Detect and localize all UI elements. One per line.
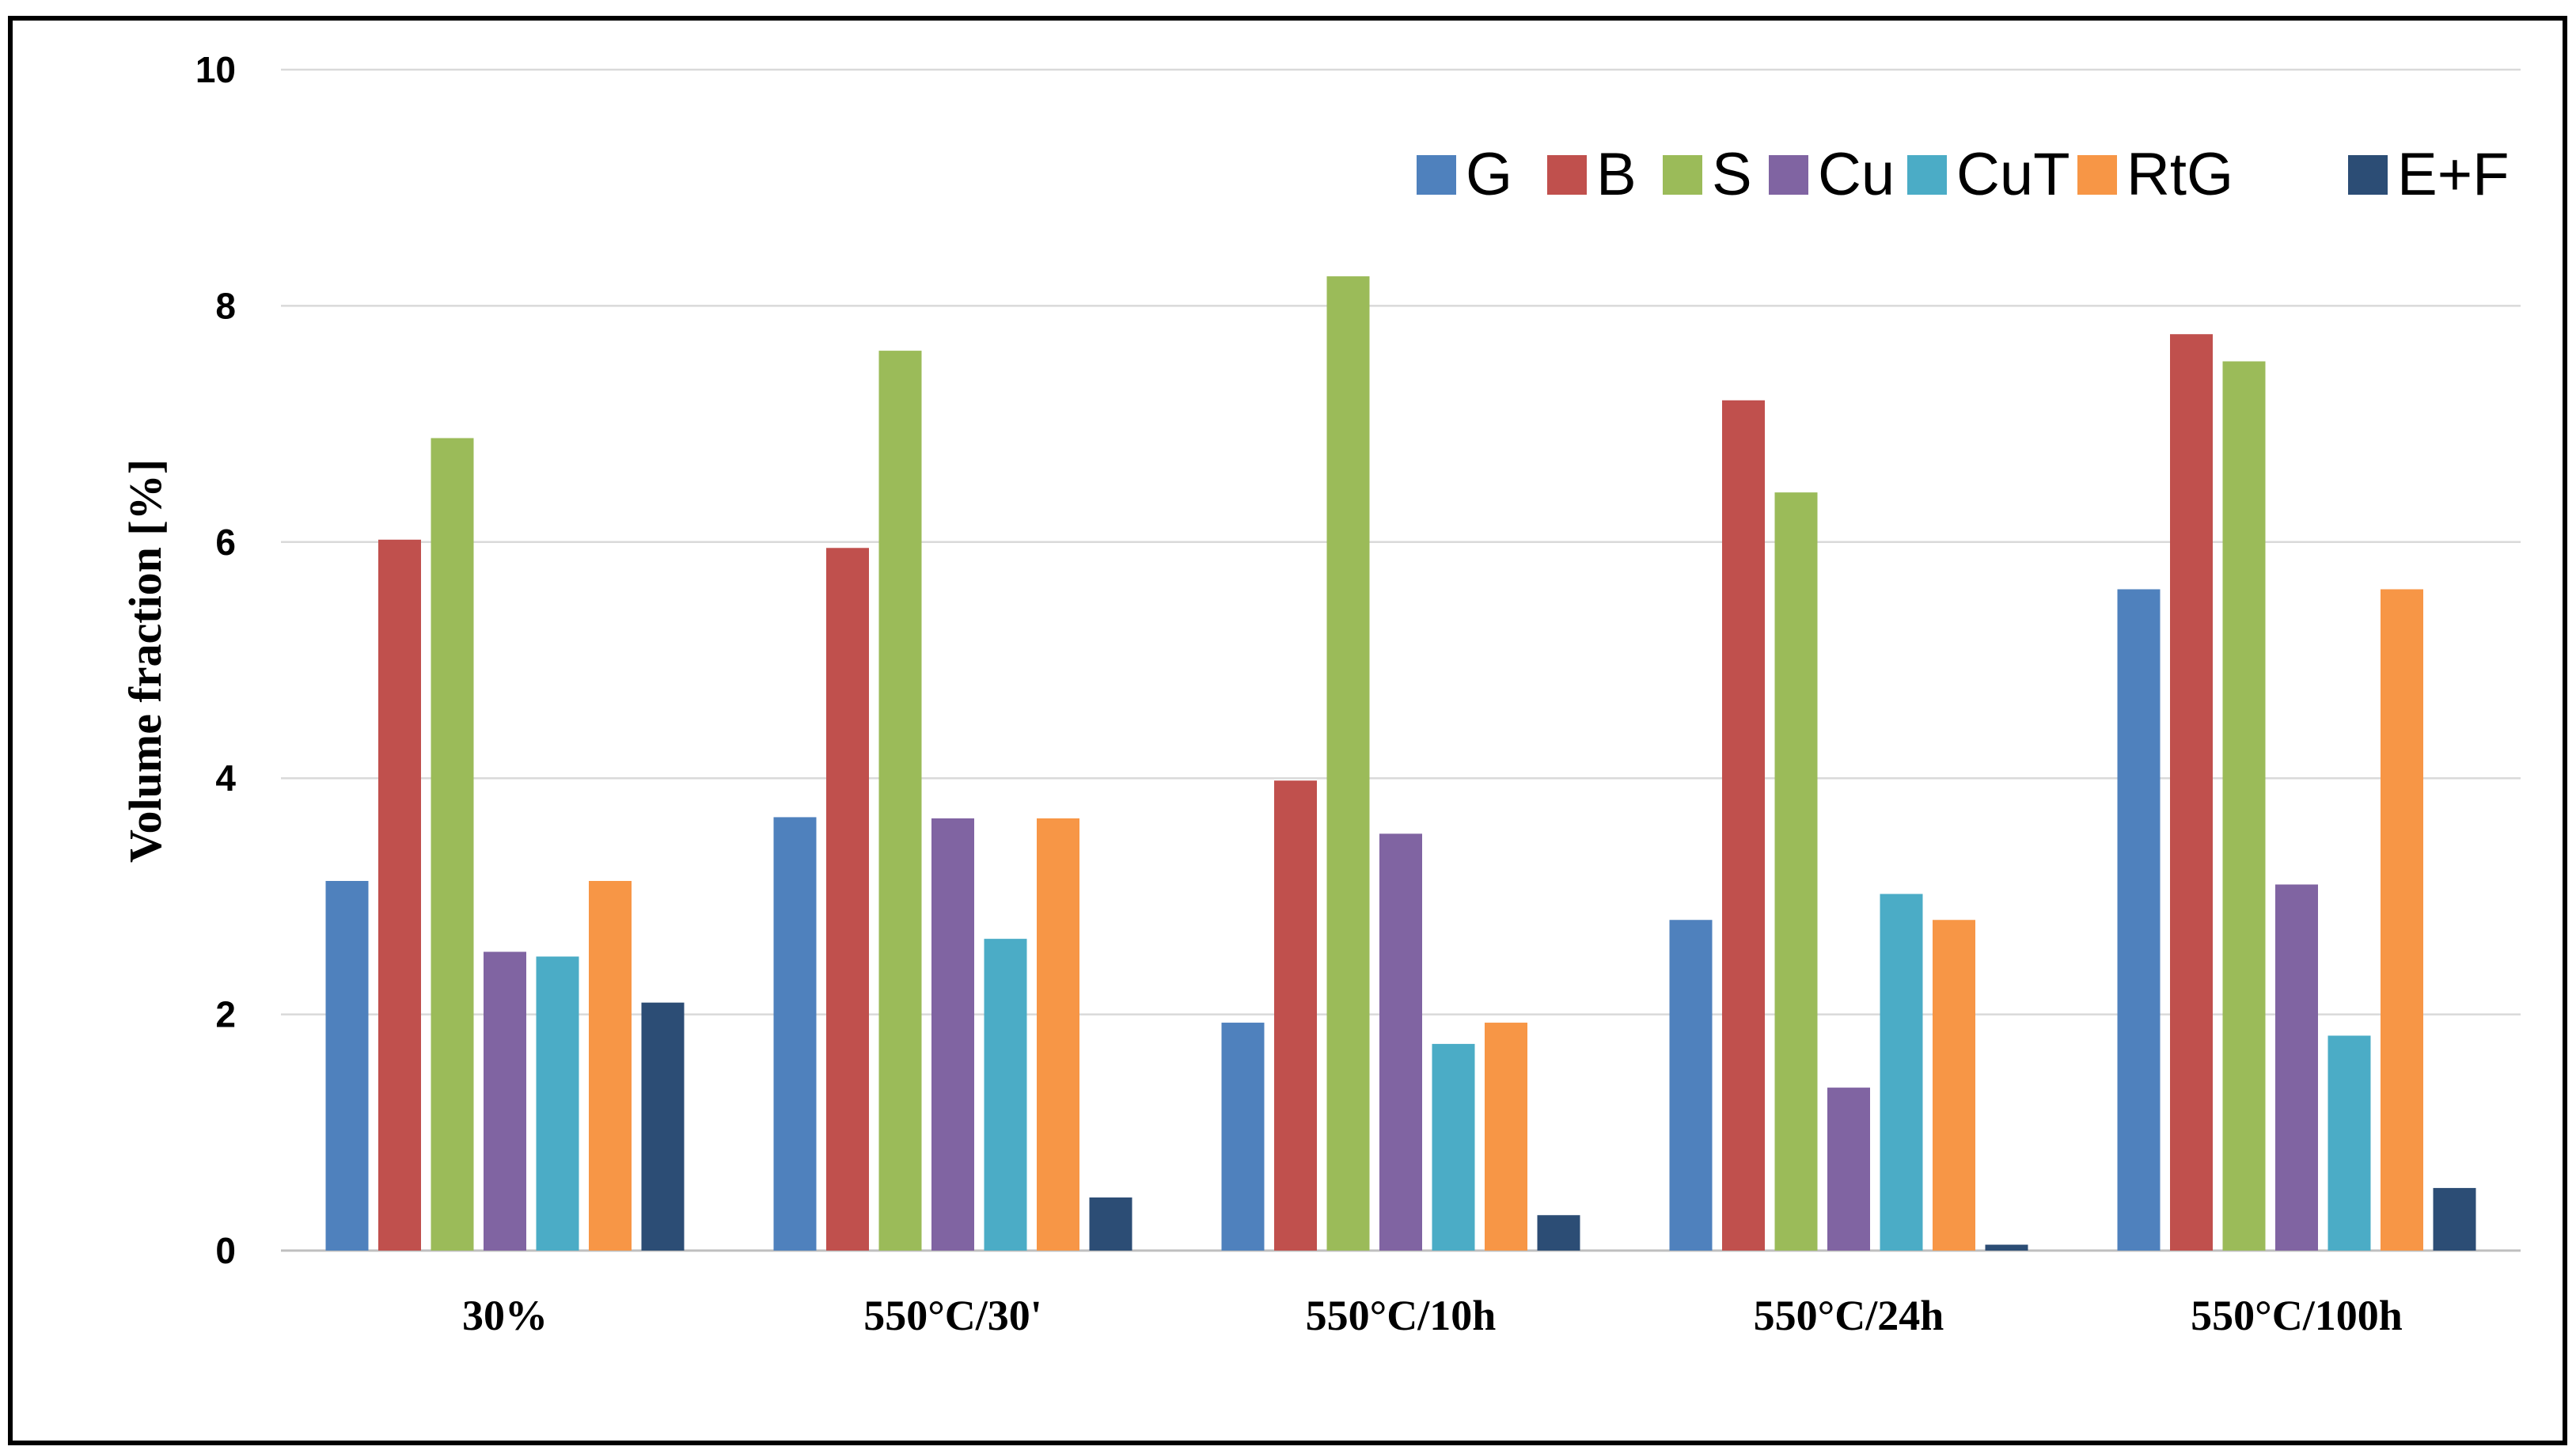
y-tick-label: 4 bbox=[215, 757, 236, 799]
bar-g-2 bbox=[773, 817, 817, 1251]
bar-b-1 bbox=[378, 539, 421, 1251]
bar-g-5 bbox=[2117, 589, 2161, 1251]
bar-e-f-3 bbox=[1537, 1215, 1580, 1251]
legend-swatch-e-f bbox=[2348, 155, 2388, 195]
y-tick-label: 8 bbox=[215, 285, 236, 326]
x-category-label: 550°C/24h bbox=[1754, 1292, 1944, 1339]
bar-cu-5 bbox=[2275, 884, 2318, 1251]
bar-cut-4 bbox=[1880, 894, 1923, 1251]
bar-cu-4 bbox=[1827, 1088, 1870, 1251]
legend-label: CuT bbox=[1956, 141, 2070, 208]
legend-label: B bbox=[1596, 141, 1637, 208]
bar-rtg-1 bbox=[589, 881, 632, 1251]
legend-swatch-s bbox=[1663, 155, 1702, 195]
bars bbox=[325, 276, 2476, 1251]
y-tick-label: 10 bbox=[195, 49, 236, 90]
y-tick-label: 6 bbox=[215, 522, 236, 563]
bar-e-f-2 bbox=[1089, 1197, 1132, 1251]
bar-b-4 bbox=[1722, 400, 1765, 1251]
bar-cut-3 bbox=[1432, 1043, 1475, 1251]
bar-s-3 bbox=[1326, 276, 1370, 1251]
bar-g-1 bbox=[325, 881, 369, 1251]
x-category-label: 550°C/10h bbox=[1306, 1292, 1497, 1339]
x-category-label: 550°C/30' bbox=[863, 1292, 1042, 1339]
legend-label: S bbox=[1712, 141, 1752, 208]
bar-g-3 bbox=[1221, 1023, 1265, 1251]
bar-rtg-2 bbox=[1037, 818, 1079, 1251]
y-tick-label: 2 bbox=[215, 994, 236, 1035]
bar-b-2 bbox=[826, 548, 869, 1251]
legend-swatch-rtg bbox=[2077, 155, 2117, 195]
bar-e-f-5 bbox=[2433, 1187, 2476, 1251]
legend-swatch-b bbox=[1547, 155, 1587, 195]
x-category-label: 550°C/100h bbox=[2191, 1292, 2403, 1339]
y-axis-title: Volume fraction [%] bbox=[120, 459, 171, 863]
bar-b-3 bbox=[1274, 780, 1317, 1251]
y-tick-label: 0 bbox=[215, 1230, 236, 1271]
bar-cu-3 bbox=[1379, 833, 1422, 1251]
bar-rtg-5 bbox=[2381, 589, 2423, 1251]
y-axis-ticks: 0 2 4 6 8 10 bbox=[195, 49, 237, 1271]
bar-cu-1 bbox=[484, 951, 526, 1251]
bar-s-1 bbox=[431, 438, 474, 1251]
legend-label: Cu bbox=[1818, 141, 1895, 208]
bar-e-f-4 bbox=[1985, 1244, 2028, 1251]
bar-s-4 bbox=[1774, 492, 1818, 1251]
legend-swatch-g bbox=[1417, 155, 1456, 195]
x-axis-categories: 30% 550°C/30' 550°C/10h 550°C/24h 550°C/100h bbox=[462, 1292, 2403, 1339]
legend: G B S Cu CuT RtG E+F bbox=[1417, 141, 2510, 208]
x-category-label: 30% bbox=[462, 1292, 548, 1339]
legend-swatch-cu bbox=[1769, 155, 1808, 195]
bar-g-4 bbox=[1669, 920, 1713, 1251]
bar-cut-1 bbox=[536, 956, 579, 1251]
legend-swatch-cut bbox=[1907, 155, 1947, 195]
bar-s-5 bbox=[2222, 361, 2266, 1251]
legend-label: E+F bbox=[2397, 141, 2510, 208]
bar-rtg-3 bbox=[1485, 1023, 1527, 1251]
bar-cut-2 bbox=[984, 939, 1027, 1251]
bar-rtg-4 bbox=[1933, 920, 1975, 1251]
bar-b-5 bbox=[2170, 334, 2213, 1251]
bar-s-2 bbox=[878, 351, 922, 1251]
bar-cu-2 bbox=[931, 818, 974, 1251]
legend-label: G bbox=[1466, 141, 1512, 208]
bar-cut-5 bbox=[2328, 1035, 2371, 1251]
bar-e-f-1 bbox=[641, 1002, 685, 1251]
legend-label: RtG bbox=[2126, 141, 2233, 208]
